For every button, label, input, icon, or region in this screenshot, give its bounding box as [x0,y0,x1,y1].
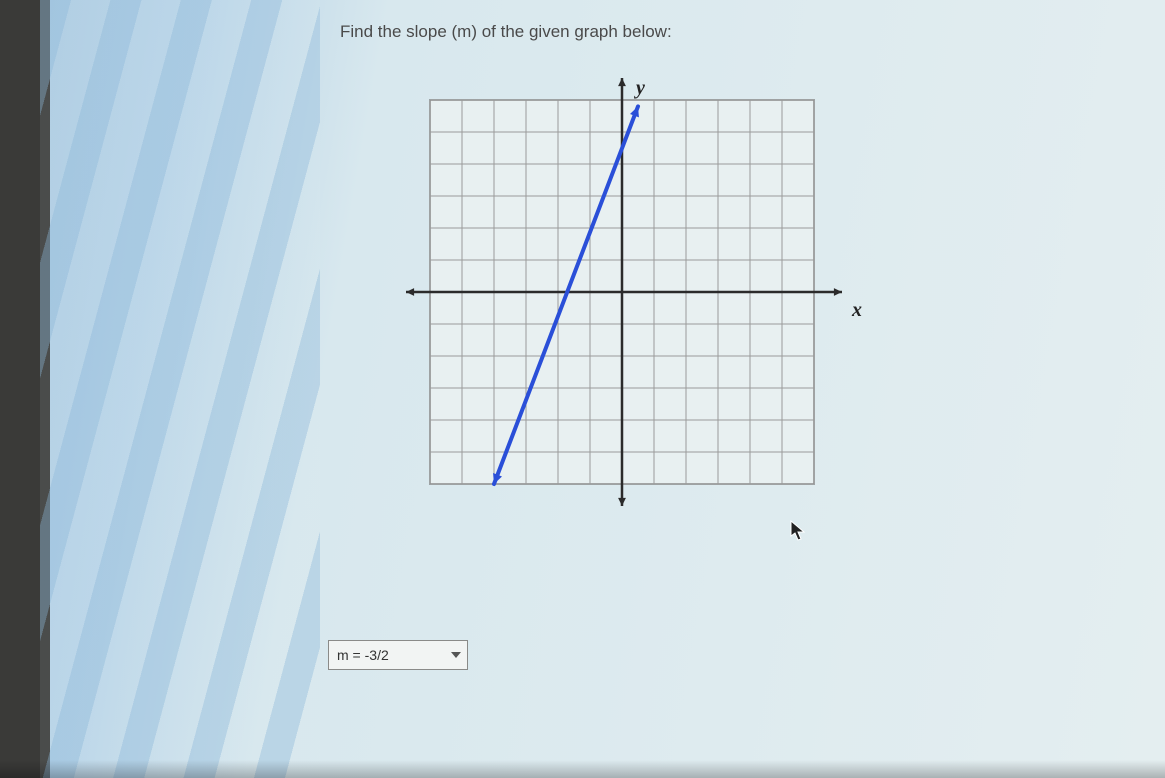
dropdown-selected-value: m = -3/2 [337,647,389,663]
coordinate-graph: yx [370,70,890,530]
bottom-shadow [0,760,1165,778]
glare-overlay [40,0,320,778]
answer-row: m = -3/2 [328,640,468,670]
question-content: Find the slope (m) of the given graph be… [340,22,1100,530]
svg-text:y: y [634,77,645,99]
graph-svg: yx [370,70,894,534]
chevron-down-icon [451,652,461,658]
svg-text:x: x [851,299,862,321]
slope-answer-dropdown[interactable]: m = -3/2 [328,640,468,670]
screen-bezel [0,0,50,778]
question-prompt: Find the slope (m) of the given graph be… [340,22,1100,42]
